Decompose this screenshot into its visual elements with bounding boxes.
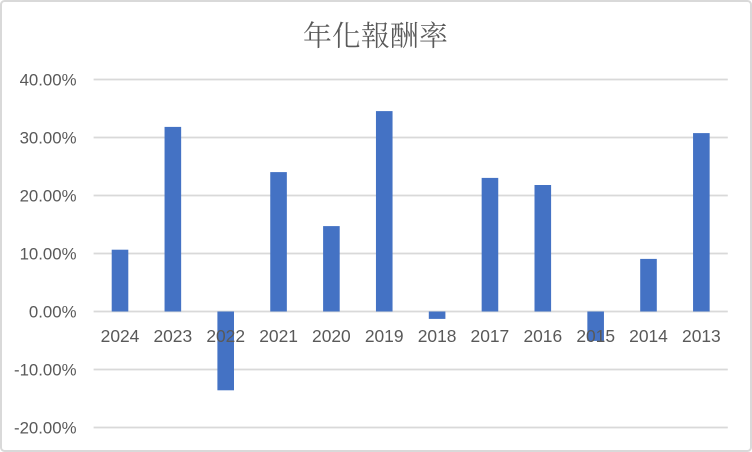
svg-text:2016: 2016: [523, 326, 562, 346]
svg-text:2018: 2018: [418, 326, 457, 346]
svg-text:2022: 2022: [206, 326, 245, 346]
svg-text:2019: 2019: [365, 326, 404, 346]
svg-text:2014: 2014: [629, 326, 668, 346]
svg-text:0.00%: 0.00%: [29, 303, 77, 322]
svg-text:2024: 2024: [101, 326, 140, 346]
svg-text:2013: 2013: [682, 326, 721, 346]
svg-text:2021: 2021: [259, 326, 298, 346]
svg-text:2017: 2017: [471, 326, 510, 346]
svg-text:-10.00%: -10.00%: [14, 361, 77, 380]
svg-text:2015: 2015: [576, 326, 615, 346]
svg-text:2023: 2023: [153, 326, 192, 346]
svg-text:30.00%: 30.00%: [20, 129, 77, 148]
svg-text:40.00%: 40.00%: [20, 71, 77, 90]
svg-text:20.00%: 20.00%: [20, 187, 77, 206]
svg-text:10.00%: 10.00%: [20, 245, 77, 264]
svg-text:2020: 2020: [312, 326, 351, 346]
svg-text:-20.00%: -20.00%: [14, 419, 77, 438]
